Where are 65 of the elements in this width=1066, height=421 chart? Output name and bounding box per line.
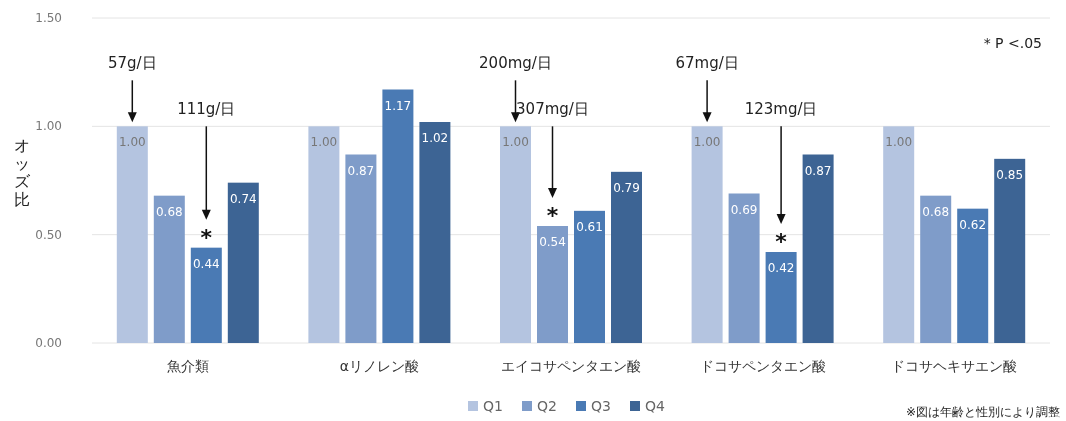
annotation: 123mg/日 <box>744 100 818 119</box>
x-tick-label: ドコサヘキサエン酸 <box>891 358 1018 374</box>
annotation: 111g/日 <box>177 100 236 119</box>
data-label: 1.17 <box>384 98 412 113</box>
legend-label: Q4 <box>645 398 666 414</box>
data-label: 0.42 <box>767 261 795 275</box>
text: ※図は年齢と性別により調整 <box>905 405 1060 419</box>
bar <box>537 226 568 343</box>
data-label: 1.02 <box>421 131 449 145</box>
x-tick-label: ドコサペンタエン酸 <box>699 358 826 374</box>
legend-label: Q1 <box>483 398 503 414</box>
bar <box>227 182 259 343</box>
x-tick-label: 魚介類 <box>166 358 209 374</box>
data-label: 0.62 <box>959 217 987 232</box>
annotation: * <box>200 224 213 250</box>
data-label: 1.00 <box>310 135 338 150</box>
annotation: 307mg/日 <box>516 100 589 119</box>
y-tick-label: 0.50 <box>35 227 62 242</box>
data-label: 0.54 <box>539 235 566 249</box>
bar <box>765 252 797 343</box>
bar <box>611 171 642 343</box>
bar <box>691 126 723 343</box>
data-label: 0.44 <box>192 256 220 271</box>
annotation: * <box>546 203 559 228</box>
annotation: 57g/日 <box>107 54 157 73</box>
bar <box>920 195 952 343</box>
bar <box>116 126 148 343</box>
data-label: 0.87 <box>804 163 832 178</box>
data-label: 1.00 <box>885 135 913 150</box>
data-label: 0.87 <box>347 163 375 178</box>
annotation: 200mg/日 <box>479 54 552 73</box>
data-label: 0.69 <box>730 202 758 217</box>
data-label: 1.00 <box>118 135 146 150</box>
y-tick-label: 1.00 <box>35 119 62 134</box>
bar <box>345 154 377 343</box>
bar <box>574 210 605 343</box>
data-label: 1.00 <box>502 135 529 150</box>
data-label: 0.85 <box>996 167 1024 182</box>
x-tick-label: αリノレン酸 <box>339 358 420 374</box>
y-tick-label: 0.00 <box>35 336 62 350</box>
bar <box>190 247 222 343</box>
x-tick-label: エイコサペンタエン酸 <box>501 358 641 374</box>
bar <box>419 122 451 343</box>
data-label: 0.68 <box>922 204 950 219</box>
bar <box>802 154 834 343</box>
bar <box>153 195 185 343</box>
y-tick-label: 1.50 <box>35 11 62 25</box>
bar <box>728 193 760 343</box>
annotation: 67mg/日 <box>675 54 739 73</box>
legend-label: Q3 <box>591 398 611 414</box>
bar <box>957 208 989 343</box>
data-label: 0.61 <box>576 219 603 234</box>
bar <box>308 126 340 343</box>
y-axis-title: オッズ比 <box>14 135 31 209</box>
bar <box>994 158 1026 343</box>
data-label: 1.00 <box>693 135 721 150</box>
bar <box>382 89 414 343</box>
data-label: 0.68 <box>155 204 183 219</box>
annotation: * <box>775 229 788 254</box>
data-label: 0.74 <box>229 191 257 206</box>
annotation: * P <.05 <box>983 35 1042 51</box>
bar <box>883 126 915 343</box>
legend-label: Q2 <box>537 398 557 414</box>
data-label: 0.79 <box>613 180 640 195</box>
bar <box>500 126 531 343</box>
